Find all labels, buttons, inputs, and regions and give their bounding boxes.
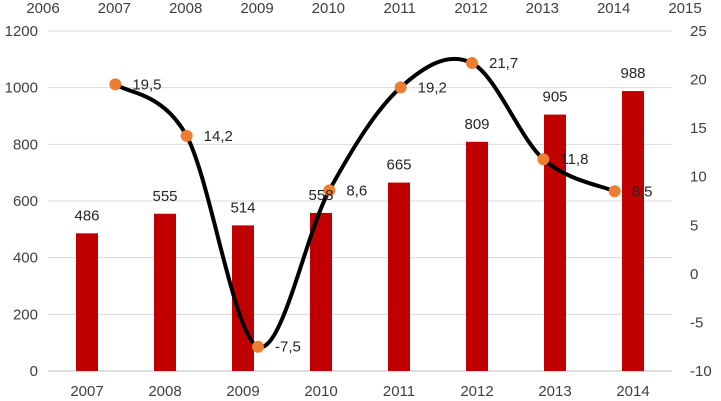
bar	[466, 141, 488, 371]
bar-value-label: 486	[74, 207, 99, 224]
x-category-tick-label: 2014	[616, 383, 649, 400]
y-right-tick-label: 25	[690, 23, 707, 40]
bar	[310, 212, 332, 371]
x-top-tick-label: 2010	[312, 0, 345, 17]
x-top-tick-label: 2013	[526, 0, 559, 17]
x-category-tick-label: 2008	[148, 383, 181, 400]
x-category-tick-label: 2010	[304, 383, 337, 400]
gridlines	[48, 30, 672, 372]
bar	[622, 91, 644, 372]
line-point	[537, 153, 550, 166]
x-category-tick-label: 2013	[538, 383, 571, 400]
line-value-label: 11,8	[560, 151, 588, 168]
line-point	[323, 184, 336, 197]
line-point	[394, 81, 407, 94]
y-right-tick-label: 0	[690, 266, 698, 283]
y-right-tick-label: 10	[690, 169, 707, 186]
y-left-tick-label: 1000	[5, 80, 38, 97]
y-right-tick-label: -10	[690, 363, 712, 380]
line-value-label: -7,5	[275, 339, 301, 356]
x-top-tick-label: 2007	[98, 0, 131, 17]
y-right-tick-label: 5	[690, 217, 698, 234]
y-right-tick-label: 20	[690, 72, 707, 89]
x-top-tick-label: 2008	[169, 0, 202, 17]
line-point	[109, 78, 122, 91]
bar-value-label: 665	[386, 157, 411, 174]
line-series	[109, 56, 621, 353]
line-point	[608, 185, 621, 198]
axis-ticks: 0 200 400 600 800 1000 1200 -10 -5 0 5 10 15 20 25 2006…	[5, 0, 712, 400]
x-top-tick-label: 2011	[384, 0, 416, 17]
x-category-tick-label: 2007	[70, 383, 103, 400]
line-point	[180, 129, 193, 142]
x-top-tick-label: 2006	[26, 0, 59, 17]
x-top-tick-label: 2015	[668, 0, 701, 17]
y-right-tick-label: -5	[690, 314, 703, 331]
x-category-tick-label: 2012	[460, 383, 493, 400]
y-left-tick-label: 200	[13, 306, 38, 323]
x-category-tick-label: 2011	[383, 383, 415, 400]
line-value-label: 19,5	[132, 76, 161, 93]
line-value-label: 8,6	[346, 182, 367, 199]
bar	[154, 213, 176, 371]
line-value-label: 14,2	[204, 128, 233, 145]
bar-value-label: 905	[542, 89, 567, 106]
data-labels: 486 555 514 558 665 809 905 988 19,5 14,2 -7,5 8,6 1…	[74, 55, 652, 356]
y-left-tick-label: 1200	[5, 23, 38, 40]
x-top-tick-label: 2009	[240, 0, 273, 17]
y-left-tick-label: 600	[13, 193, 38, 210]
line-point	[466, 57, 478, 70]
bar-value-label: 514	[230, 199, 255, 216]
line-value-label: 19,2	[418, 79, 447, 96]
y-left-tick-label: 0	[30, 363, 38, 380]
y-right-tick-label: 15	[690, 120, 707, 137]
bar-value-label: 988	[620, 65, 645, 82]
x-top-tick-label: 2012	[454, 0, 487, 17]
y-left-tick-label: 400	[13, 250, 38, 267]
line-value-label: 21,7	[489, 55, 518, 72]
line-value-label: 8,5	[632, 183, 653, 200]
line-point	[252, 340, 264, 353]
line-series-path	[114, 56, 616, 349]
y-left-tick-label: 800	[13, 136, 38, 153]
bar-value-label: 558	[308, 187, 333, 204]
x-top-tick-label: 2014	[597, 0, 630, 17]
bar-value-label: 555	[152, 188, 177, 205]
bar	[388, 182, 410, 371]
x-category-tick-label: 2009	[226, 383, 259, 400]
bar-series	[76, 91, 644, 372]
bar	[544, 114, 566, 371]
bar-value-label: 809	[464, 116, 489, 133]
bar	[76, 233, 98, 371]
